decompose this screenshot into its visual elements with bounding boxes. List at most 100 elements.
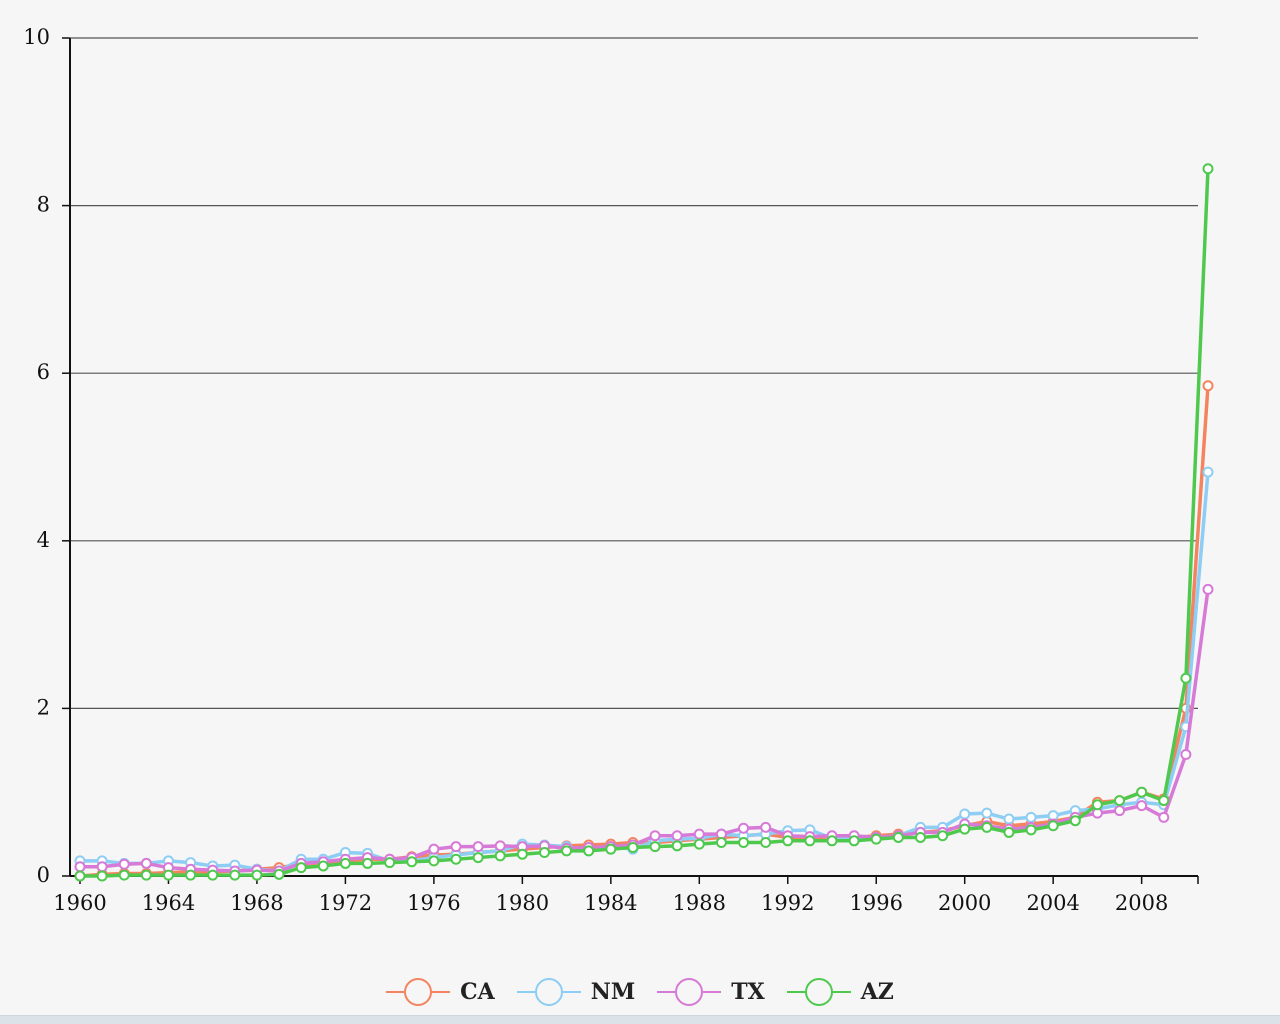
- data-point-tx[interactable]: [118, 858, 130, 870]
- data-point-az[interactable]: [1047, 820, 1059, 832]
- data-point-az[interactable]: [538, 847, 550, 859]
- data-point-tx[interactable]: [74, 861, 86, 873]
- x-tick-label: 1964: [142, 891, 195, 915]
- data-point-az[interactable]: [140, 869, 152, 881]
- data-point-az[interactable]: [804, 835, 816, 847]
- data-point-tx[interactable]: [428, 843, 440, 855]
- legend-label-ca: CA: [460, 979, 495, 1005]
- data-point-tx[interactable]: [96, 861, 108, 873]
- data-point-az[interactable]: [981, 821, 993, 833]
- data-point-az[interactable]: [561, 845, 573, 857]
- data-point-az[interactable]: [428, 855, 440, 867]
- tick-labels: 0 2 4 6 8 10 1960 1964 1968 1972 1976 1980 1984 1988 1…: [23, 25, 1168, 915]
- data-point-tx[interactable]: [140, 857, 152, 869]
- x-tick-label: 1968: [230, 891, 283, 915]
- legend-swatch-ca: [386, 978, 451, 1006]
- x-tick-label: 1976: [407, 891, 460, 915]
- data-point-az[interactable]: [1114, 795, 1126, 807]
- legend-swatch-nm: [516, 978, 581, 1006]
- legend-item-ca[interactable]: CA: [386, 972, 495, 1012]
- data-point-az[interactable]: [693, 838, 705, 850]
- data-point-tx[interactable]: [671, 830, 683, 842]
- data-point-az[interactable]: [627, 842, 639, 854]
- data-point-az[interactable]: [583, 845, 595, 857]
- data-point-az[interactable]: [472, 852, 484, 864]
- data-point-az[interactable]: [1091, 799, 1103, 811]
- x-tick-label: 1992: [761, 891, 814, 915]
- data-point-az[interactable]: [406, 856, 418, 868]
- series-tx: [74, 583, 1214, 877]
- data-point-tx[interactable]: [494, 840, 506, 852]
- data-point-nm[interactable]: [1003, 813, 1015, 825]
- data-point-az[interactable]: [1202, 163, 1214, 175]
- data-point-az[interactable]: [715, 836, 727, 848]
- data-point-az[interactable]: [185, 869, 197, 881]
- data-point-az[interactable]: [870, 833, 882, 845]
- data-point-az[interactable]: [384, 857, 396, 869]
- data-point-az[interactable]: [1025, 824, 1037, 836]
- data-point-az[interactable]: [892, 831, 904, 843]
- data-point-tx[interactable]: [649, 830, 661, 842]
- data-point-az[interactable]: [162, 869, 174, 881]
- data-point-tx[interactable]: [738, 822, 750, 834]
- data-point-ca[interactable]: [1202, 380, 1214, 392]
- data-point-tx[interactable]: [1114, 805, 1126, 817]
- x-tick-label: 1960: [53, 891, 106, 915]
- data-point-nm[interactable]: [959, 808, 971, 820]
- data-point-az[interactable]: [914, 831, 926, 843]
- data-point-az[interactable]: [1158, 795, 1170, 807]
- legend-label-az: AZ: [860, 979, 894, 1005]
- data-point-az[interactable]: [671, 840, 683, 852]
- legend-item-tx[interactable]: TX: [657, 972, 765, 1012]
- data-point-az[interactable]: [317, 860, 329, 872]
- x-tick-label: 1980: [496, 891, 549, 915]
- data-point-az[interactable]: [782, 835, 794, 847]
- data-point-az[interactable]: [118, 869, 130, 881]
- data-point-nm[interactable]: [1025, 811, 1037, 823]
- legend-item-nm[interactable]: NM: [516, 972, 636, 1012]
- legend-item-az[interactable]: AZ: [786, 972, 894, 1012]
- data-point-az[interactable]: [1180, 672, 1192, 684]
- data-point-az[interactable]: [826, 835, 838, 847]
- data-point-az[interactable]: [760, 836, 772, 848]
- data-point-az[interactable]: [339, 857, 351, 869]
- series-ca: [74, 380, 1214, 882]
- data-point-az[interactable]: [295, 862, 307, 874]
- data-point-tx[interactable]: [1180, 748, 1192, 760]
- data-point-tx[interactable]: [472, 841, 484, 853]
- data-point-tx[interactable]: [1136, 800, 1148, 812]
- data-point-az[interactable]: [229, 869, 241, 881]
- data-point-az[interactable]: [251, 869, 263, 881]
- data-point-az[interactable]: [516, 848, 528, 860]
- data-point-az[interactable]: [738, 836, 750, 848]
- data-point-tx[interactable]: [1202, 583, 1214, 595]
- series-line-tx: [80, 589, 1210, 873]
- data-point-az[interactable]: [1003, 826, 1015, 838]
- data-point-az[interactable]: [959, 823, 971, 835]
- data-point-az[interactable]: [74, 870, 86, 882]
- data-point-az[interactable]: [848, 835, 860, 847]
- data-point-az[interactable]: [937, 830, 949, 842]
- data-point-nm[interactable]: [1202, 466, 1214, 478]
- data-point-az[interactable]: [494, 850, 506, 862]
- data-point-az[interactable]: [605, 843, 617, 855]
- data-point-az[interactable]: [96, 870, 108, 882]
- data-point-tx[interactable]: [450, 841, 462, 853]
- data-point-az[interactable]: [362, 857, 374, 869]
- data-point-az[interactable]: [1069, 815, 1081, 827]
- data-point-az[interactable]: [1136, 786, 1148, 798]
- x-tick-label: 2000: [938, 891, 991, 915]
- data-point-tx[interactable]: [760, 821, 772, 833]
- data-point-az[interactable]: [649, 841, 661, 853]
- data-point-tx[interactable]: [693, 828, 705, 840]
- data-point-nm[interactable]: [981, 807, 993, 819]
- data-point-az[interactable]: [273, 868, 285, 880]
- data-point-az[interactable]: [207, 869, 219, 881]
- data-point-az[interactable]: [450, 853, 462, 865]
- legend-label-nm: NM: [590, 979, 636, 1005]
- y-tick-label: 0: [37, 863, 50, 887]
- data-point-tx[interactable]: [1158, 811, 1170, 823]
- x-tick-label: 1984: [584, 891, 637, 915]
- y-tick-label: 4: [37, 528, 50, 552]
